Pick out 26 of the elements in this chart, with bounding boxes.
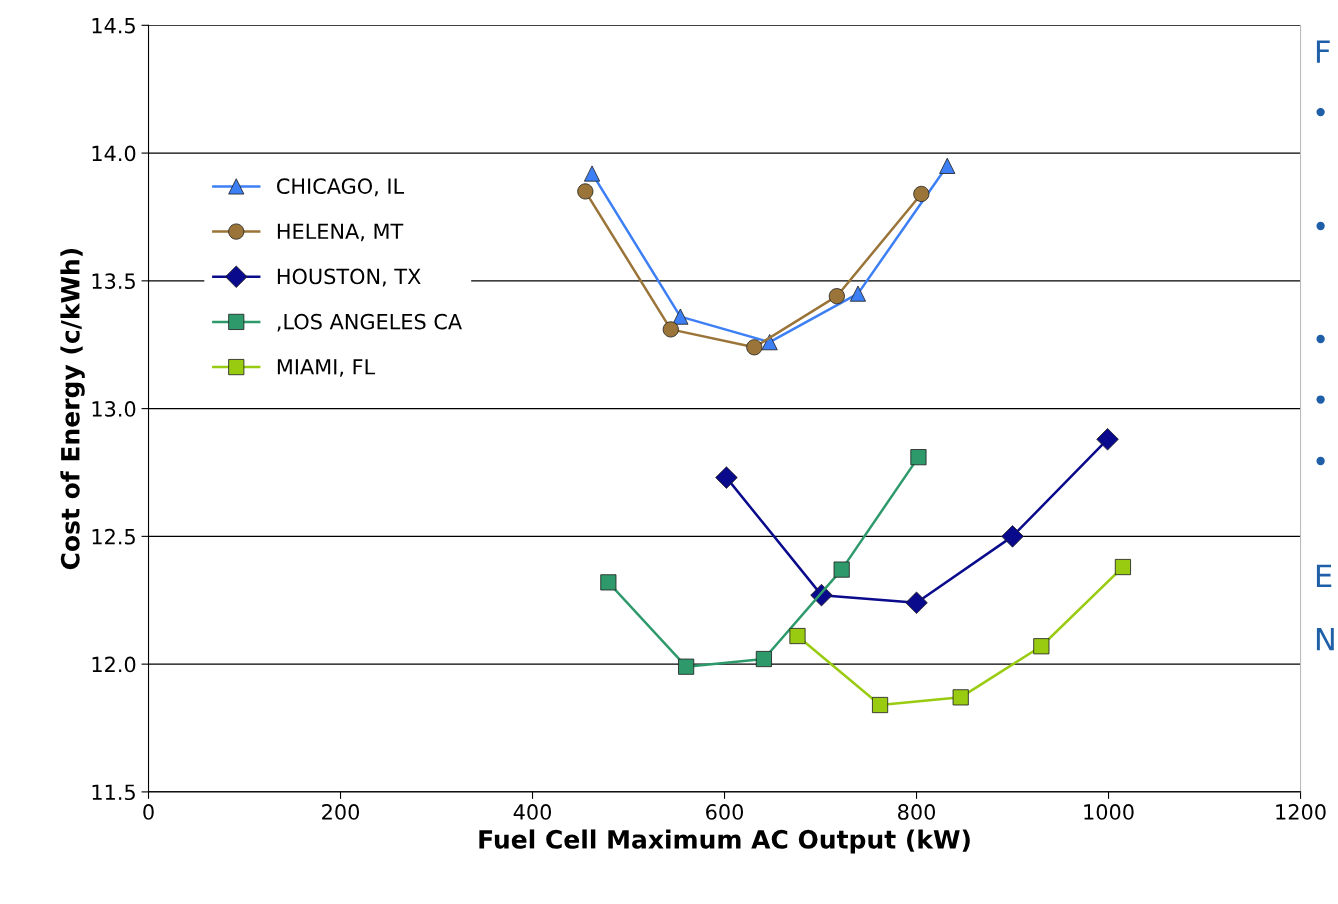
x-tick-label: 200 — [322, 804, 360, 820]
x-tick-label: 1000 — [1084, 804, 1134, 820]
point — [755, 650, 772, 668]
y-tick-label: 11.5 — [92, 784, 135, 801]
legend-label: ,LOS ANGELES CA — [277, 313, 462, 332]
text: F — [1316, 40, 1330, 63]
y-tick-label: 12.5 — [92, 528, 135, 545]
text: E — [1316, 564, 1332, 587]
legend-label: CHICAGO, IL — [277, 178, 405, 197]
y-tick-label: 12.0 — [92, 656, 136, 673]
y-axis-title: Cost of Energy (c/kWh) — [60, 248, 85, 570]
x-axis-title: Fuel Cell Maximum AC Output (kW) — [479, 829, 970, 854]
x-tick-label: 800 — [898, 804, 936, 820]
y-tick-label: 14.5 — [92, 18, 135, 34]
x-tick-label: 400 — [513, 804, 552, 820]
x-tick-label: 0 — [143, 804, 154, 820]
y-tick-label: 14.0 — [92, 145, 136, 162]
y-tick-label: 13.5 — [92, 273, 135, 290]
legend-label: HOUSTON, TX — [277, 268, 421, 287]
y-tick-label: 13.0 — [92, 401, 136, 417]
point — [871, 696, 889, 714]
x-tick-label: 600 — [706, 804, 744, 820]
legend-label: HELENA, MT — [277, 223, 404, 242]
x-tick-label: 1200 — [1276, 804, 1326, 820]
legend-label: MIAMI, FL — [277, 359, 376, 377]
text: N — [1316, 627, 1334, 651]
